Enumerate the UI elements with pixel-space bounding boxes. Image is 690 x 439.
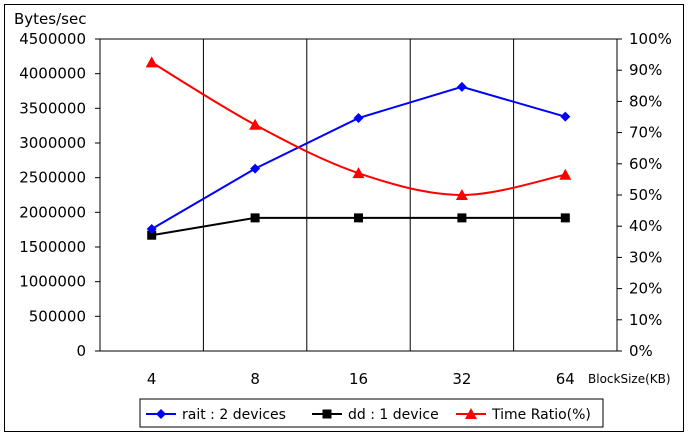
y-tick-label: 500000 <box>29 307 86 325</box>
series-0 <box>146 81 571 234</box>
y2-tick-label: 50% <box>629 186 662 204</box>
legend-box <box>139 398 604 428</box>
data-point <box>249 118 262 130</box>
y2-tick-label: 10% <box>629 311 662 329</box>
x-tick-label: 64 <box>556 370 575 388</box>
y-axis-title: Bytes/sec <box>14 10 86 28</box>
x-tick-label: 4 <box>147 370 157 388</box>
legend-label: Time Ratio(%) <box>491 407 591 423</box>
y2-tick-label: 20% <box>629 280 662 298</box>
x-tick-label: 16 <box>349 370 368 388</box>
data-point <box>456 81 467 92</box>
grid-lines <box>202 39 515 351</box>
x-axis-title: BlockSize(KB) <box>588 372 671 386</box>
legend-marker <box>465 408 477 419</box>
y-tick-label: 4000000 <box>19 65 86 83</box>
y2-tick-label: 40% <box>629 217 662 235</box>
data-point <box>146 223 157 234</box>
legend-item: rait : 2 devices <box>146 407 286 423</box>
data-point <box>147 230 157 240</box>
data-point <box>353 113 364 124</box>
y-tick-label: 1000000 <box>19 273 86 291</box>
y2-tick-label: 100% <box>629 30 672 48</box>
y-tick-label: 2500000 <box>19 169 86 187</box>
y-tick-label: 1500000 <box>19 238 86 256</box>
data-point <box>352 167 365 179</box>
series-1 <box>147 213 570 240</box>
series-group <box>145 56 572 240</box>
data-point <box>559 168 572 180</box>
y2-tick-label: 70% <box>629 124 662 142</box>
x-axis-ticks: 4 8 16 32 64 <box>147 370 575 388</box>
y-axis-ticks: 0 500000 1000000 1500000 2000000 2500000 30000… <box>19 30 100 360</box>
data-point <box>457 213 467 223</box>
legend-marker <box>322 409 332 419</box>
data-point <box>250 163 261 174</box>
legend-item: Time Ratio(%) <box>456 407 591 423</box>
y-tick-label: 4500000 <box>19 30 86 48</box>
data-point <box>560 111 571 122</box>
y2-tick-label: 80% <box>629 92 662 110</box>
y2-tick-label: 60% <box>629 155 662 173</box>
data-point <box>354 213 363 223</box>
data-point <box>250 213 260 223</box>
legend-item: dd : 1 device <box>312 407 439 423</box>
y-tick-label: 2000000 <box>19 203 86 221</box>
y-tick-label: 3000000 <box>19 134 86 152</box>
y-tick-label: 3500000 <box>19 99 86 117</box>
y-tick-label: 0 <box>76 342 86 360</box>
legend: rait : 2 devices dd : 1 device Time Ratio(… <box>139 398 604 428</box>
y2-axis-ticks: 0% 10% 20% 30% 40% 50% 60% 70% 80% 90% 100% <box>617 30 672 360</box>
legend-label: dd : 1 device <box>348 407 439 423</box>
data-point <box>145 56 158 68</box>
y2-tick-label: 30% <box>629 248 662 266</box>
plot-area <box>99 38 618 352</box>
y2-tick-label: 90% <box>629 61 662 79</box>
legend-marker <box>156 409 166 419</box>
series-2 <box>145 56 572 200</box>
x-tick-label: 8 <box>250 370 260 388</box>
data-point <box>455 189 468 200</box>
legend-label: rait : 2 devices <box>182 407 286 423</box>
y2-tick-label: 0% <box>629 342 653 360</box>
x-tick-label: 32 <box>452 370 471 388</box>
data-point <box>560 213 570 223</box>
